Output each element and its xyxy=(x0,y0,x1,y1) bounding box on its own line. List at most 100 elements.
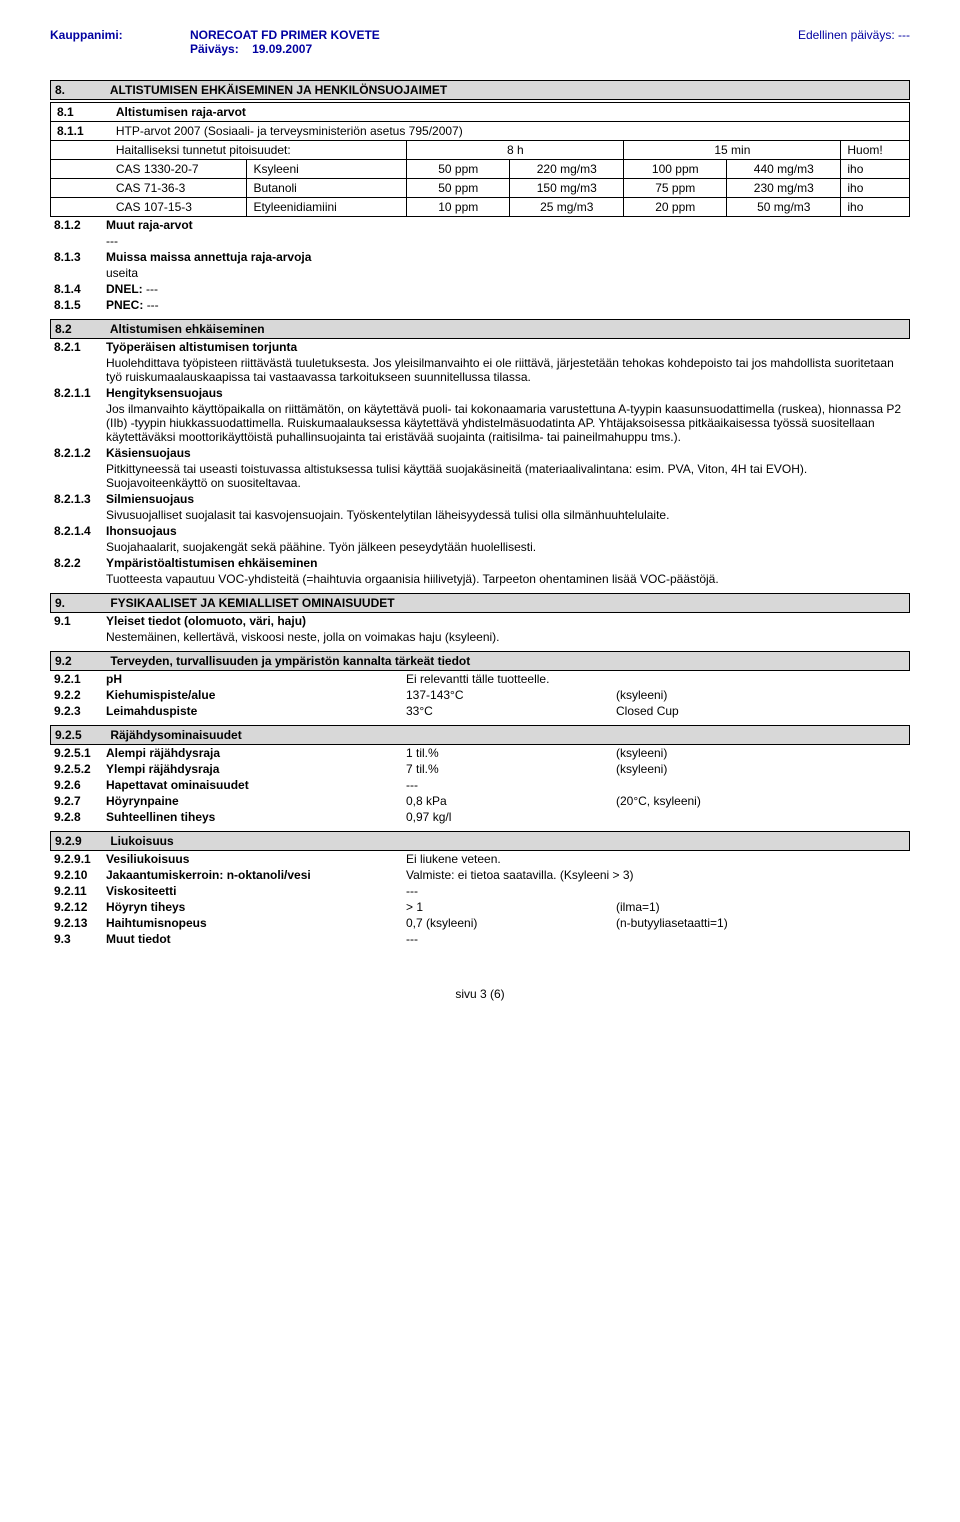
extra-9-2-3: Closed Cup xyxy=(616,704,906,718)
edellinen-paivays: Edellinen päiväys: --- xyxy=(798,28,910,56)
body-8-2-1: Huolehdittava työpisteen riittävästä tuu… xyxy=(50,355,910,385)
row-8-2-1-1: 8.2.1.1 Hengityksensuojaus xyxy=(50,385,910,401)
extra-9-2-13: (n-butyyliasetaatti=1) xyxy=(616,916,906,930)
title-8-2-1: Työperäisen altistumisen torjunta xyxy=(106,340,297,354)
num-9-3: 9.3 xyxy=(54,932,106,946)
num-9-2-2: 9.2.2 xyxy=(54,688,106,702)
v4-2: 50 mg/m3 xyxy=(727,198,841,217)
extra-9-2-5-1: (ksyleeni) xyxy=(616,746,906,760)
extra-9-2-8 xyxy=(616,810,906,824)
v3-1: 75 ppm xyxy=(624,179,727,198)
extra-9-3 xyxy=(616,932,906,946)
row-9-2-11: 9.2.11 Viskositeetti --- xyxy=(50,883,910,899)
title-8-2-1-1: Hengityksensuojaus xyxy=(106,386,223,400)
num-8-1: 8.1 xyxy=(51,103,110,122)
name-0: Ksyleeni xyxy=(247,160,407,179)
row-9-2-5-1: 9.2.5.1 Alempi räjähdysraja 1 til.% (ksy… xyxy=(50,745,910,761)
exposure-table: 8.1 Altistumisen raja-arvot 8.1.1 HTP-ar… xyxy=(50,102,910,217)
row-8-1-3: 8.1.3 Muissa maissa annettuja raja-arvoj… xyxy=(50,249,910,265)
label-9-2-5-1: Alempi räjähdysraja xyxy=(106,746,406,760)
v4-1: 230 mg/m3 xyxy=(727,179,841,198)
v2-1: 150 mg/m3 xyxy=(510,179,624,198)
num-9-2-13: 9.2.13 xyxy=(54,916,106,930)
text-8-1-1: HTP-arvot 2007 (Sosiaali- ja terveysmini… xyxy=(110,122,910,141)
paivays-line: Päiväys: 19.09.2007 xyxy=(190,42,380,56)
val-9-2-9-1: Ei liukene veteen. xyxy=(406,852,616,866)
num-9: 9. xyxy=(55,596,107,610)
row-htp-header: Haitalliseksi tunnetut pitoisuudet: 8 h … xyxy=(51,141,910,160)
row-9-2-13: 9.2.13 Haihtumisnopeus 0,7 (ksyleeni) (n… xyxy=(50,915,910,931)
val-9-2-10: Valmiste: ei tietoa saatavilla. (Ksyleen… xyxy=(406,868,634,882)
cas-1: CAS 71-36-3 xyxy=(110,179,247,198)
label-9-2-7: Höyrynpaine xyxy=(106,794,406,808)
num-8-1-2: 8.1.2 xyxy=(54,218,106,232)
val-9-2-2: 137-143°C xyxy=(406,688,616,702)
label-9-2-1: pH xyxy=(106,672,406,686)
col-huom: Huom! xyxy=(841,141,910,160)
exposure-row-2: CAS 107-15-3 Etyleenidiamiini 10 ppm 25 … xyxy=(51,198,910,217)
section-8-title: ALTISTUMISEN EHKÄISEMINEN JA HENKILÖNSUO… xyxy=(110,83,447,97)
val-8-1-3: useita xyxy=(50,265,910,281)
label-9-2-11: Viskositeetti xyxy=(106,884,406,898)
label-9-2-8: Suhteellinen tiheys xyxy=(106,810,406,824)
row-8-1-5: 8.1.5 PNEC: --- xyxy=(50,297,910,313)
exposure-row-1: CAS 71-36-3 Butanoli 50 ppm 150 mg/m3 75… xyxy=(51,179,910,198)
exposure-row-0: CAS 1330-20-7 Ksyleeni 50 ppm 220 mg/m3 … xyxy=(51,160,910,179)
num-9-2-11: 9.2.11 xyxy=(54,884,106,898)
body-9-1: Nestemäinen, kellertävä, viskoosi neste,… xyxy=(50,629,910,645)
row-8-1-1: 8.1.1 HTP-arvot 2007 (Sosiaali- ja terve… xyxy=(51,122,910,141)
num-8-1-4: 8.1.4 xyxy=(54,282,106,296)
product-name: NORECOAT FD PRIMER KOVETE xyxy=(190,28,380,42)
v4-0: 440 mg/m3 xyxy=(727,160,841,179)
row-9-2-9-1: 9.2.9.1 Vesiliukoisuus Ei liukene veteen… xyxy=(50,851,910,867)
note-1: iho xyxy=(841,179,910,198)
extra-9-2-7: (20°C, ksyleeni) xyxy=(616,794,906,808)
body-8-2-1-3: Sivusuojalliset suojalasit tai kasvojens… xyxy=(50,507,910,523)
val-9-2-11: --- xyxy=(406,884,616,898)
title-8-2-1-2: Käsiensuojaus xyxy=(106,446,191,460)
num-8-2-1-3: 8.2.1.3 xyxy=(54,492,106,506)
body-8-2-2: Tuotteesta vapautuu VOC-yhdisteitä (=hai… xyxy=(50,571,910,587)
title-8-2: Altistumisen ehkäiseminen xyxy=(110,322,265,336)
paivays-date: 19.09.2007 xyxy=(252,42,312,56)
row-8-2-1-4: 8.2.1.4 Ihonsuojaus xyxy=(50,523,910,539)
label-9-2-13: Haihtumisnopeus xyxy=(106,916,406,930)
label-8-1-4: DNEL: --- xyxy=(106,282,158,296)
num-8-2-1-2: 8.2.1.2 xyxy=(54,446,106,460)
extra-9-2-9-1 xyxy=(616,852,906,866)
paivays-label: Päiväys: xyxy=(190,42,239,56)
label-9-2-12: Höyryn tiheys xyxy=(106,900,406,914)
kauppanimi-label: Kauppanimi: xyxy=(50,28,190,56)
row-8-2-1-3: 8.2.1.3 Silmiensuojaus xyxy=(50,491,910,507)
row-9-2-3: 9.2.3 Leimahduspiste 33°C Closed Cup xyxy=(50,703,910,719)
title-9-1: Yleiset tiedot (olomuoto, väri, haju) xyxy=(106,614,306,628)
val-8-1-2: --- xyxy=(50,233,910,249)
section-8-num: 8. xyxy=(55,83,107,97)
row-9-3: 9.3 Muut tiedot --- xyxy=(50,931,910,947)
num-8-2-2: 8.2.2 xyxy=(54,556,106,570)
num-9-2-1: 9.2.1 xyxy=(54,672,106,686)
row-9-2-5-2: 9.2.5.2 Ylempi räjähdysraja 7 til.% (ksy… xyxy=(50,761,910,777)
col-8h: 8 h xyxy=(407,141,624,160)
extra-9-2-5-2: (ksyleeni) xyxy=(616,762,906,776)
name-1: Butanoli xyxy=(247,179,407,198)
title-9-2-9: Liukoisuus xyxy=(110,834,173,848)
cas-2: CAS 107-15-3 xyxy=(110,198,247,217)
htp-subhead: Haitalliseksi tunnetut pitoisuudet: xyxy=(110,141,407,160)
title-8-2-1-3: Silmiensuojaus xyxy=(106,492,194,506)
row-9-2-9: 9.2.9 Liukoisuus xyxy=(50,831,910,851)
label-9-2-6: Hapettavat ominaisuudet xyxy=(106,778,406,792)
section-9-header: 9. FYSIKAALISET JA KEMIALLISET OMINAISUU… xyxy=(50,593,910,613)
row-9-2: 9.2 Terveyden, turvallisuuden ja ympäris… xyxy=(50,651,910,671)
val-9-2-6: --- xyxy=(406,778,616,792)
num-9-2: 9.2 xyxy=(55,654,107,668)
val-9-2-5-2: 7 til.% xyxy=(406,762,616,776)
label-8-1-5: PNEC: --- xyxy=(106,298,159,312)
row-9-2-8: 9.2.8 Suhteellinen tiheys 0,97 kg/l xyxy=(50,809,910,825)
row-8-1-2: 8.1.2 Muut raja-arvot xyxy=(50,217,910,233)
v1-1: 50 ppm xyxy=(407,179,510,198)
page-header: Kauppanimi: NORECOAT FD PRIMER KOVETE Pä… xyxy=(50,28,910,56)
label-9-3: Muut tiedot xyxy=(106,932,406,946)
extra-9-2-12: (ilma=1) xyxy=(616,900,906,914)
row-9-2-2: 9.2.2 Kiehumispiste/alue 137-143°C (ksyl… xyxy=(50,687,910,703)
